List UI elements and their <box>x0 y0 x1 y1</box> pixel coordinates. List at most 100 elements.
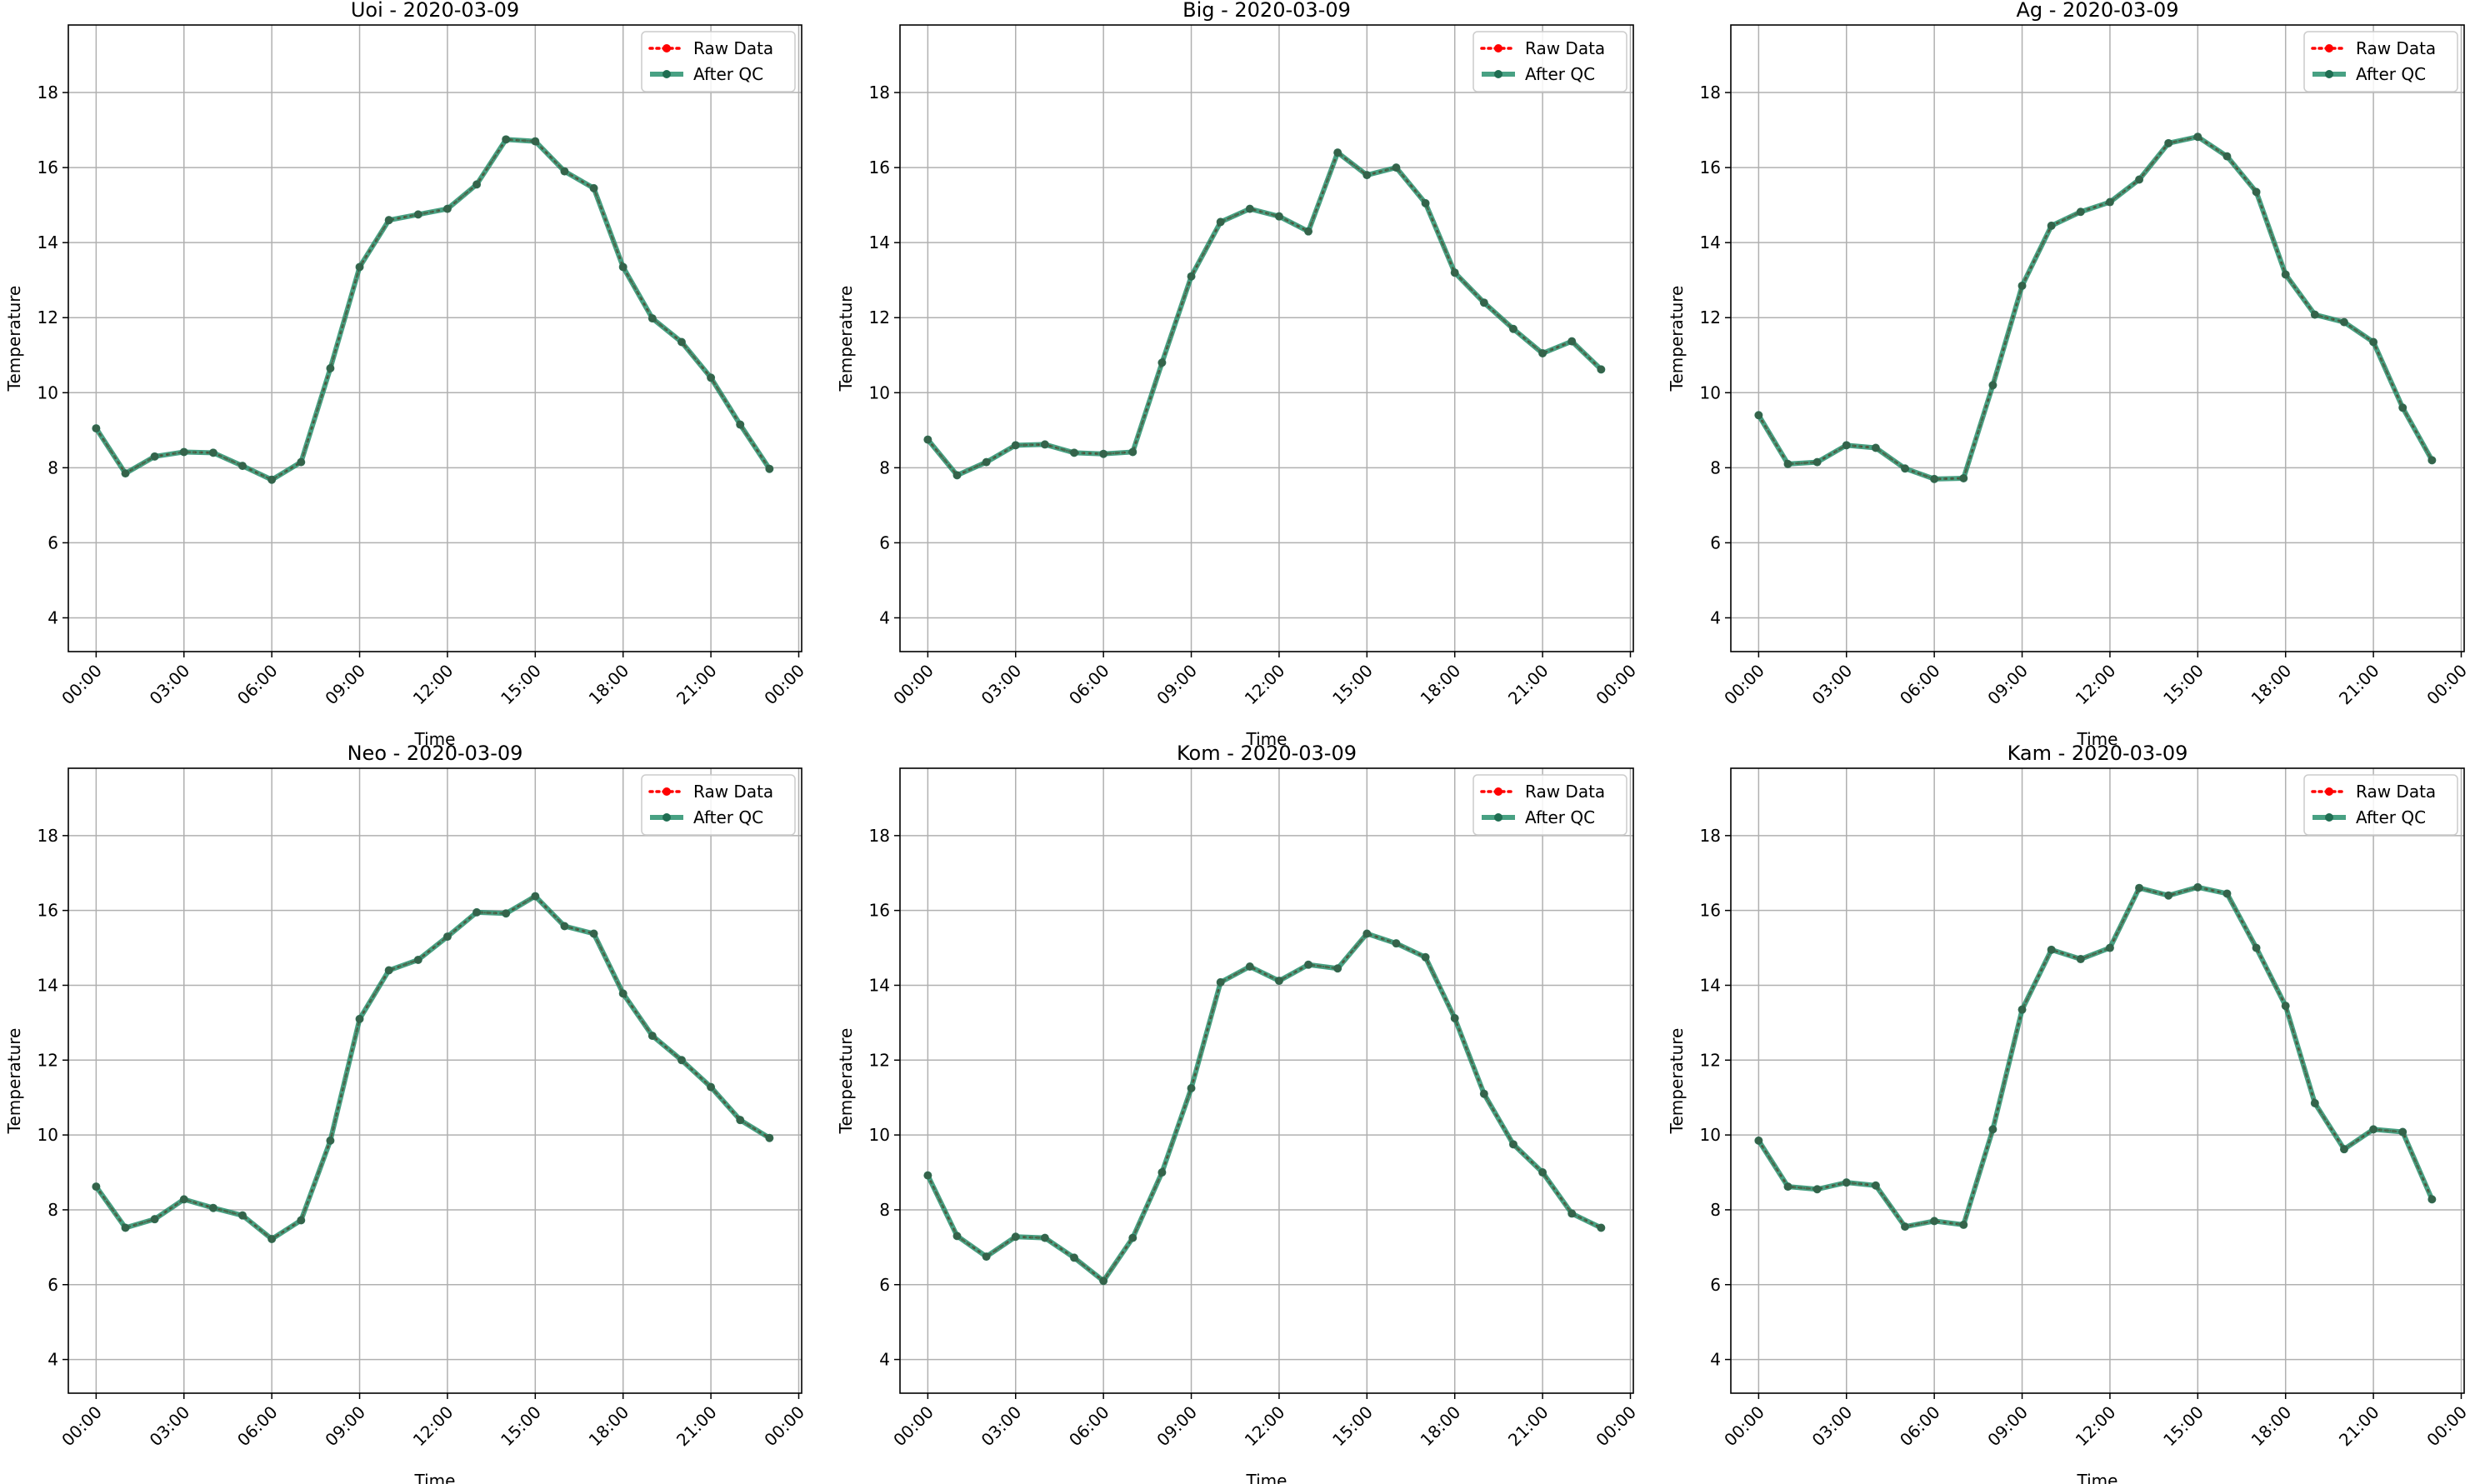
after-qc-point <box>1450 1014 1459 1022</box>
after-qc-point <box>179 1195 188 1204</box>
y-tick-label: 18 <box>869 826 890 846</box>
after-qc-point <box>1508 1140 1518 1149</box>
x-tick-label: 03:00 <box>978 661 1026 709</box>
after-qc-point <box>1930 474 1939 483</box>
y-tick-label: 10 <box>869 382 890 402</box>
x-axis-label: Time <box>1246 1471 1288 1484</box>
x-tick-label: 15:00 <box>1328 661 1377 709</box>
x-axis-label: Time <box>1246 729 1288 749</box>
after-qc-point <box>2398 1127 2408 1137</box>
x-tick-label: 15:00 <box>2159 1402 2208 1451</box>
after-qc-point <box>1333 148 1342 157</box>
subplot-title: Kom - 2020-03-09 <box>1177 742 1357 765</box>
y-tick-label: 4 <box>1710 607 1721 627</box>
after-qc-point <box>355 262 364 272</box>
x-tick-label: 00:00 <box>889 1402 938 1451</box>
y-tick-label: 18 <box>1700 826 1721 846</box>
after-qc-point <box>707 373 716 382</box>
x-tick-label: 18:00 <box>1417 661 1465 709</box>
legend-raw-label: Raw Data <box>2356 38 2436 58</box>
after-qc-point <box>1216 217 1225 227</box>
legend-qc-marker <box>662 70 671 78</box>
y-axis-label: Temperature <box>4 1028 24 1135</box>
y-tick-label: 18 <box>1700 82 1721 102</box>
after-qc-point <box>618 989 628 998</box>
x-tick-label: 06:00 <box>1065 1402 1113 1451</box>
legend-qc-marker <box>2325 70 2333 78</box>
after-qc-point <box>1274 977 1283 986</box>
y-tick-label: 16 <box>38 901 58 921</box>
x-tick-label: 18:00 <box>1417 1402 1465 1451</box>
after-qc-point <box>502 909 511 918</box>
y-tick-label: 10 <box>869 1125 890 1145</box>
y-tick-label: 14 <box>869 232 890 252</box>
after-qc-point <box>648 1032 657 1041</box>
after-qc-point <box>2310 310 2319 319</box>
after-qc-point <box>531 137 540 146</box>
legend: Raw Data After QC <box>2303 774 2458 836</box>
after-qc-point <box>326 1136 335 1145</box>
after-qc-point <box>2428 456 2437 465</box>
after-qc-point <box>1392 163 1401 172</box>
after-qc-point <box>1842 441 1851 450</box>
axes-frame <box>68 767 802 1394</box>
after-qc-point <box>238 462 248 471</box>
subplot-2: 00:00 03:00 06:00 09:00 12:00 15:00 18:00 21:00… <box>836 0 1640 749</box>
x-tick-label: 21:00 <box>1504 661 1552 709</box>
after-qc-point <box>1988 381 1998 390</box>
after-qc-point <box>326 364 335 373</box>
subplot-title: Ag - 2020-03-09 <box>2016 0 2178 22</box>
legend-raw-marker <box>662 44 671 52</box>
x-tick-label: 21:00 <box>672 661 721 709</box>
subplot-6: 00:00 03:00 06:00 09:00 12:00 15:00 18:00 21:00… <box>1667 742 2471 1484</box>
y-tick-label: 18 <box>38 82 58 102</box>
after-qc-point <box>2018 281 2027 290</box>
after-qc-point <box>1812 1185 1822 1194</box>
y-tick-label: 4 <box>879 607 890 627</box>
after-qc-point <box>648 314 657 323</box>
after-qc-point <box>1597 365 1606 374</box>
x-tick-label: 00:00 <box>2422 661 2471 709</box>
x-tick-label: 03:00 <box>146 661 194 709</box>
after-qc-point <box>1508 324 1518 333</box>
subplot-4: 00:00 03:00 06:00 09:00 12:00 15:00 18:00 21:00… <box>4 742 808 1484</box>
after-qc-point <box>2222 152 2232 161</box>
after-qc-point <box>208 1203 218 1212</box>
y-tick-label: 12 <box>869 1050 890 1070</box>
after-qc-point <box>1901 1222 1910 1232</box>
after-qc-point <box>677 337 686 347</box>
after-qc-point <box>150 452 159 461</box>
legend-raw-marker <box>1494 787 1502 796</box>
after-qc-point <box>1538 1168 1548 1177</box>
subplot-title: Big - 2020-03-09 <box>1182 0 1351 22</box>
after-qc-point <box>297 1216 306 1225</box>
x-tick-label: 15:00 <box>497 1402 545 1451</box>
after-qc-point <box>1011 1232 1020 1242</box>
x-axis-label: Time <box>414 1471 456 1484</box>
y-tick-label: 8 <box>879 1200 890 1220</box>
y-tick-label: 6 <box>48 1275 58 1295</box>
after-qc-point <box>1245 204 1254 213</box>
axes-frame <box>1730 24 2465 652</box>
x-tick-label: 12:00 <box>409 1402 458 1451</box>
after-qc-point <box>1040 1233 1049 1242</box>
after-qc-point <box>589 929 598 938</box>
after-qc-point <box>121 469 130 478</box>
legend-qc-marker <box>2325 813 2333 822</box>
after-qc-point <box>442 204 452 213</box>
after-qc-point <box>1333 964 1342 973</box>
x-tick-label: 00:00 <box>760 661 808 709</box>
after-qc-point <box>2164 891 2173 900</box>
after-qc-point <box>1304 960 1313 969</box>
after-qc-point <box>384 216 393 225</box>
x-tick-label: 00:00 <box>1592 1402 1640 1451</box>
y-tick-label: 10 <box>38 382 58 402</box>
after-qc-point <box>2076 207 2085 217</box>
y-axis-label: Temperature <box>1667 286 1687 392</box>
after-qc-point <box>560 922 569 931</box>
legend-qc-label: After QC <box>1525 807 1595 827</box>
after-qc-point <box>677 1056 686 1065</box>
x-tick-label: 00:00 <box>1720 1402 1768 1451</box>
after-qc-point <box>952 471 962 480</box>
y-tick-label: 10 <box>1700 382 1721 402</box>
